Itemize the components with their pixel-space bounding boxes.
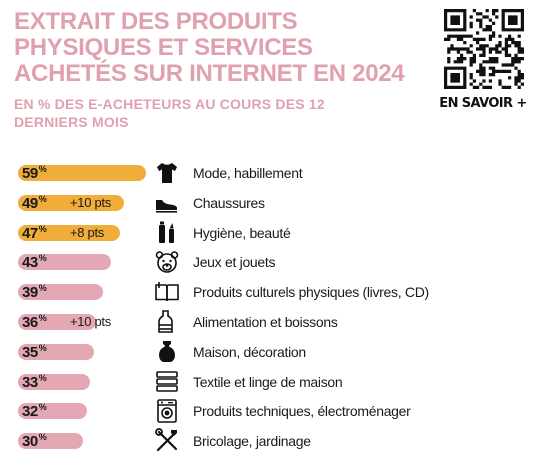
chart-bar <box>18 225 120 241</box>
category-label: Jeux et jouets <box>193 254 276 270</box>
data-label: 59% <box>22 164 47 182</box>
category-label: Mode, habillement <box>193 165 303 181</box>
book-icon <box>155 282 179 302</box>
change-label: +10 pts <box>70 195 111 210</box>
category-label: Hygiène, beauté <box>193 225 291 241</box>
data-label: 36% <box>22 313 47 331</box>
towels-icon <box>156 371 178 392</box>
chart-row: 36% +10 pts Alimentation et boissons <box>0 307 533 337</box>
tools-icon <box>155 428 178 452</box>
data-label: 39% <box>22 283 47 301</box>
category-label: Maison, décoration <box>193 344 306 360</box>
chart-row: 30% Bricolage, jardinage <box>0 426 533 456</box>
washing-machine-icon <box>157 399 177 423</box>
chart-row: 49% +10 pts Chaussures <box>0 188 533 218</box>
chart-subtitle: EN % DES E-ACHETEURS AU COURS DES 12 DER… <box>14 96 325 130</box>
chart-bar <box>18 433 83 449</box>
chart-bar <box>18 374 90 390</box>
teddy-bear-icon <box>155 251 179 273</box>
chart-bar <box>18 284 103 300</box>
chart-bar <box>18 314 96 330</box>
chart-row: 59% Mode, habillement <box>0 158 533 188</box>
data-label: 35% <box>22 343 47 361</box>
change-label: +10 pts <box>70 314 111 329</box>
chart-row: 47% +8 pts Hygiène, beauté <box>0 218 533 248</box>
chart-row: 43% Jeux et jouets <box>0 247 533 277</box>
data-label: 30% <box>22 432 47 450</box>
vase-icon <box>159 341 175 362</box>
data-label: 33% <box>22 373 47 391</box>
food-jar-icon <box>158 310 173 333</box>
data-label: 49% <box>22 194 47 212</box>
chart-row: 33% Textile et linge de maison <box>0 367 533 397</box>
cosmetics-icon <box>159 221 174 243</box>
category-label: Bricolage, jardinage <box>193 433 311 449</box>
chart-row: 39% Produits culturels physiques (livres,… <box>0 277 533 307</box>
category-label: Textile et linge de maison <box>193 374 343 390</box>
learn-more-link[interactable]: EN SAVOIR + <box>439 96 527 111</box>
data-label: 32% <box>22 402 47 420</box>
category-label: Produits culturels physiques (livres, CD… <box>193 284 429 300</box>
chart-bar <box>18 344 94 360</box>
chart-bar <box>18 195 124 211</box>
data-label: 43% <box>22 253 47 271</box>
chart-row: 35% Maison, décoration <box>0 337 533 367</box>
tshirt-icon <box>157 163 177 183</box>
data-label: 47% <box>22 224 47 242</box>
shoe-icon <box>156 200 177 213</box>
chart-bar <box>18 254 111 270</box>
change-label: +8 pts <box>70 225 104 240</box>
category-label: Chaussures <box>193 195 265 211</box>
chart-title: EXTRAIT DES PRODUITS PHYSIQUES ET SERVIC… <box>14 8 405 87</box>
category-label: Alimentation et boissons <box>193 314 338 330</box>
chart-row: 32% Produits techniques, électroménager <box>0 396 533 426</box>
qr-code-icon[interactable] <box>444 9 524 89</box>
chart-bar <box>18 403 87 419</box>
chart-bar <box>18 165 146 181</box>
category-label: Produits techniques, électroménager <box>193 403 411 419</box>
